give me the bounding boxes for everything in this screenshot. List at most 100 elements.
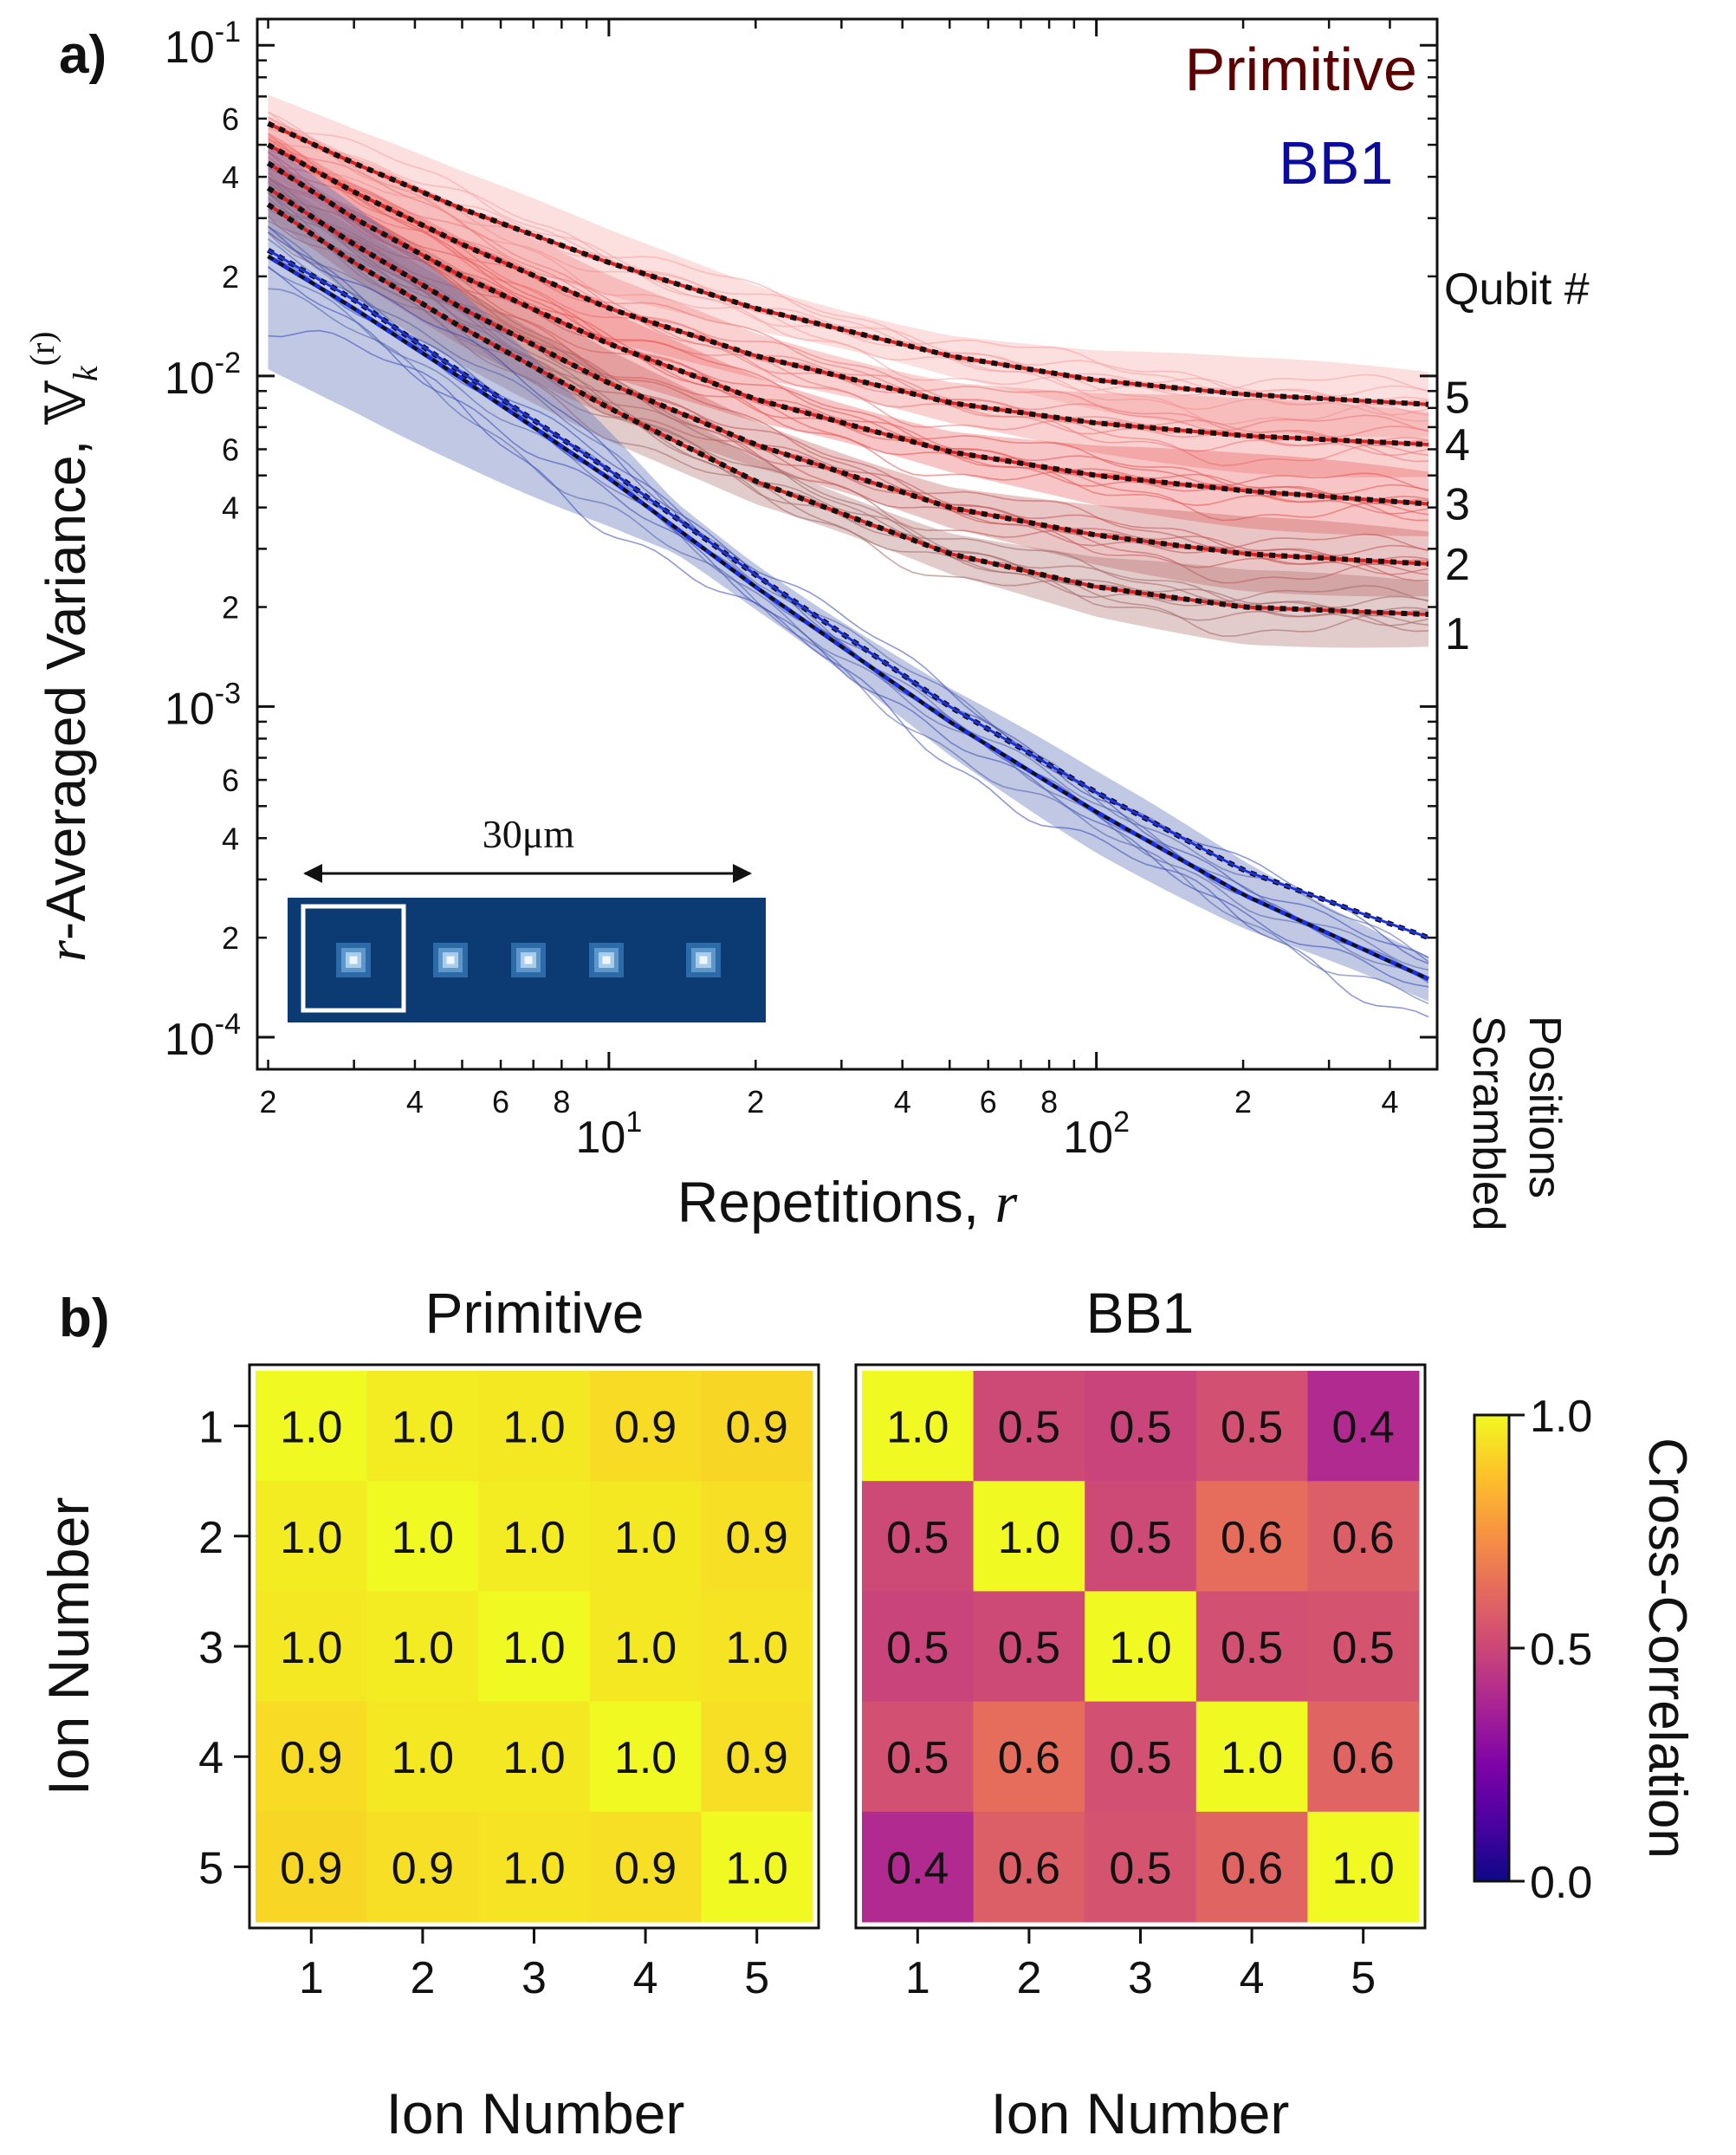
heatmap-left-title: Primitive [424,1281,644,1345]
heatmap-cell [1195,1701,1308,1813]
heatmap-cell [1307,1811,1420,1923]
heatmap-cell [366,1591,479,1703]
ion-spot [524,956,533,964]
axis-ticks: 10-1 10-2 10-3 10-4 6 4 2 6 4 2 6 4 2 101 102 2 4 6 8 2 4 6 8 2… [165,16,1439,1163]
heatmap-cell [1195,1811,1308,1923]
trace-line-primitive [268,181,1429,552]
heatmap-y-tick-label: 3 [198,1623,223,1673]
heatmap-cell-label: 0.6 [998,1843,1060,1893]
heatmap-cell-label: 0.9 [726,1733,788,1783]
ion-spot [349,956,358,964]
y-minor-tick-label: 2 [222,920,239,956]
panel-a-frame [256,17,1439,1071]
scale-arrow-left-icon [303,864,322,883]
x-minor-tick-label: 6 [492,1084,509,1120]
heatmap-cell-label: 0.6 [1332,1733,1395,1783]
heatmap-cell-label: 0.5 [886,1733,949,1783]
heatmap-cell-label: 1.0 [392,1403,454,1453]
heatmap-cell-label: 1.0 [726,1623,788,1673]
heatmap-cell [1195,1371,1308,1482]
y-major-tick-label: 10-3 [165,677,241,734]
heatmap-cell-label: 0.5 [886,1623,949,1673]
trace-line-primitive [268,138,1429,432]
qubit-labels: 54 3 2 1 [1445,373,1470,659]
fit-line-primitive-dotted [267,120,1429,407]
fit-lines [266,120,1430,982]
heatmap-cell [973,1481,1085,1592]
colorbar-tick-label: 1.0 [1530,1392,1592,1442]
heatmap-cell-label: 1.0 [392,1623,454,1673]
trace-line-bb1 [268,265,1429,988]
heatmap-cell-label: 0.6 [998,1733,1060,1783]
heatmap-cell-label: 0.5 [1109,1403,1171,1453]
qubit-label-5: 5 [1445,373,1470,424]
y-major-tick-label: 10-2 [165,347,241,404]
heatmap-cell [589,1591,702,1703]
heatmap-cell [1195,1481,1308,1592]
heatmap-cell-label: 0.9 [614,1843,677,1893]
x-major-tick-label: 101 [576,1106,643,1163]
heatmap-cell [478,1371,591,1482]
x-minor-tick-label: 2 [1234,1084,1252,1120]
heatmap-cell [1085,1591,1197,1703]
heatmap-cell-label: 1.0 [502,1623,565,1673]
inset-scale-label: 30μm [483,812,575,856]
heatmap-cell-label: 0.5 [998,1403,1060,1453]
heatmap-cell-label: 1.0 [1332,1843,1395,1893]
heatmap-y-tick-label: 5 [198,1843,223,1893]
heatmap-cell [1085,1811,1197,1923]
heatmap-cell-label: 1.0 [392,1513,454,1563]
heatmap-cell-label: 1.0 [998,1513,1060,1563]
trace-line-primitive [268,111,1429,398]
legend-primitive: Primitive [1185,36,1417,103]
positions-scrambled-line1: Positions [1519,1016,1570,1198]
positions-scrambled-line2: Scrambled [1463,1016,1513,1231]
colorbar [1473,1413,1511,1883]
heatmap-cell-label: 1.0 [1221,1733,1283,1783]
heatmap-cell [589,1481,702,1592]
heatmap-cell [1307,1481,1420,1592]
heatmap-cell-label: 1.0 [614,1623,677,1673]
heatmap-cell-label: 0.5 [1221,1403,1283,1453]
heatmap-cell-label: 0.5 [886,1513,949,1563]
trace-line-primitive [268,219,1429,633]
heatmap-right-x-tick-label: 3 [1128,1953,1153,2003]
qubit-label-3: 3 [1445,480,1470,530]
heatmap-cell [1307,1591,1420,1703]
y-major-tick-label: 10-1 [165,16,241,73]
x-minor-tick-label: 6 [980,1084,997,1120]
heatmap-cell-label: 0.9 [726,1513,788,1563]
colorbar-label: Cross-Correlation [1637,1438,1697,1859]
trace-line-bb1 [268,231,1429,958]
heatmap-cell [589,1371,702,1482]
heatmap-cell [366,1811,479,1923]
x-major-tick-label: 102 [1063,1106,1130,1163]
heatmap-cell-label: 0.5 [1221,1623,1283,1673]
heatmap-cell-label: 1.0 [502,1403,565,1453]
heatmap-cell-label: 0.6 [1332,1513,1395,1563]
heatmap-cell [256,1701,368,1813]
trace-line-primitive [268,179,1429,522]
trace-line-bb1 [268,267,1429,981]
trace-band-primitive [268,94,1428,438]
heatmap-cell [701,1591,813,1703]
heatmap-right-x-tick-label: 2 [1016,1953,1041,2003]
x-minor-tick-label: 4 [1381,1084,1398,1120]
heatmap-cell [478,1701,591,1813]
fit-line-primitive-dotted [266,185,1429,567]
heatmap-cell [862,1701,975,1813]
qubit-header: Qubit # [1444,264,1590,315]
ion-spot [446,956,455,964]
trace-line-bb1 [268,256,1429,983]
heatmap-y-tick-label: 4 [198,1733,223,1783]
trace-line-bb1 [267,225,1429,964]
inset-selection-box [301,904,406,1013]
heatmap-cell-label: 1.0 [1109,1623,1171,1673]
heatmap-left-x-tick-label: 2 [410,1953,435,2003]
heatmap-cell [366,1701,479,1813]
qubit-label-4: 4 [1445,420,1470,471]
heatmap-y-tick-label: 2 [198,1513,223,1563]
heatmap-cell [478,1811,591,1923]
heatmap-cell [1085,1481,1197,1592]
